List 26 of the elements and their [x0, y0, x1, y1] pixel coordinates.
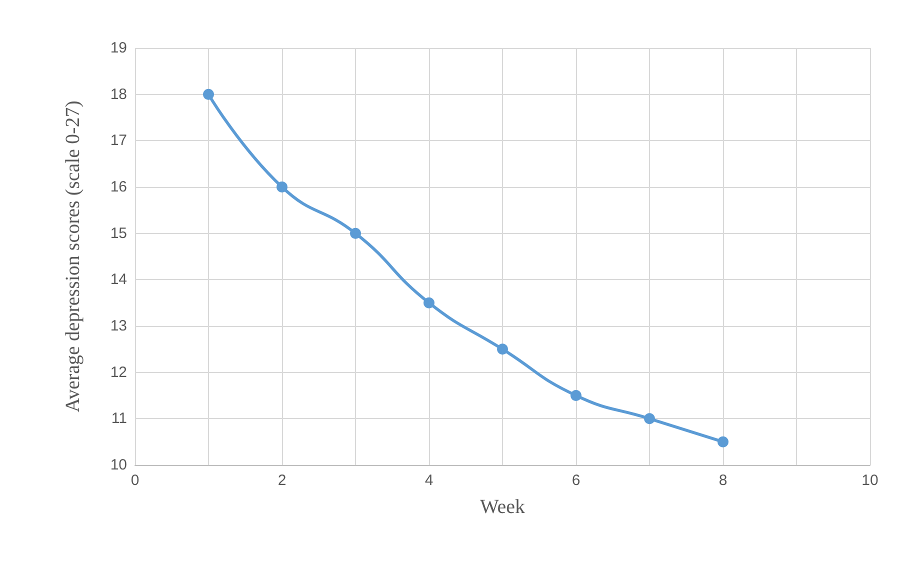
- y-tick-label: 13: [110, 318, 127, 334]
- x-tick-label: 0: [130, 472, 140, 489]
- x-axis-title: Week: [480, 496, 526, 518]
- y-tick-label: 14: [110, 271, 127, 288]
- y-tick-label: 16: [110, 178, 127, 196]
- y-tick-label: 10: [110, 456, 127, 474]
- x-tick-label: 10: [862, 472, 878, 489]
- y-axis-title: Average depression scores (scale 0-27): [62, 100, 84, 412]
- point: [644, 413, 655, 424]
- point: [570, 390, 582, 401]
- x-tick-label: 8: [718, 472, 728, 489]
- y-tick-label: 12: [110, 364, 127, 381]
- point: [497, 344, 508, 355]
- point: [718, 436, 728, 448]
- y-tick-label: 15: [110, 224, 127, 242]
- x-tick-label: 2: [278, 472, 286, 489]
- x-tick-label: 6: [572, 472, 580, 489]
- point: [203, 88, 214, 100]
- y-tick-label: 19: [110, 40, 127, 56]
- y-tick-label: 17: [110, 132, 127, 150]
- y-tick-label: 11: [111, 410, 127, 428]
- point: [424, 297, 434, 308]
- point: [350, 228, 361, 239]
- point: [276, 182, 288, 192]
- y-tick-label: 18: [110, 86, 127, 103]
- x-tick-label: 4: [424, 472, 434, 489]
